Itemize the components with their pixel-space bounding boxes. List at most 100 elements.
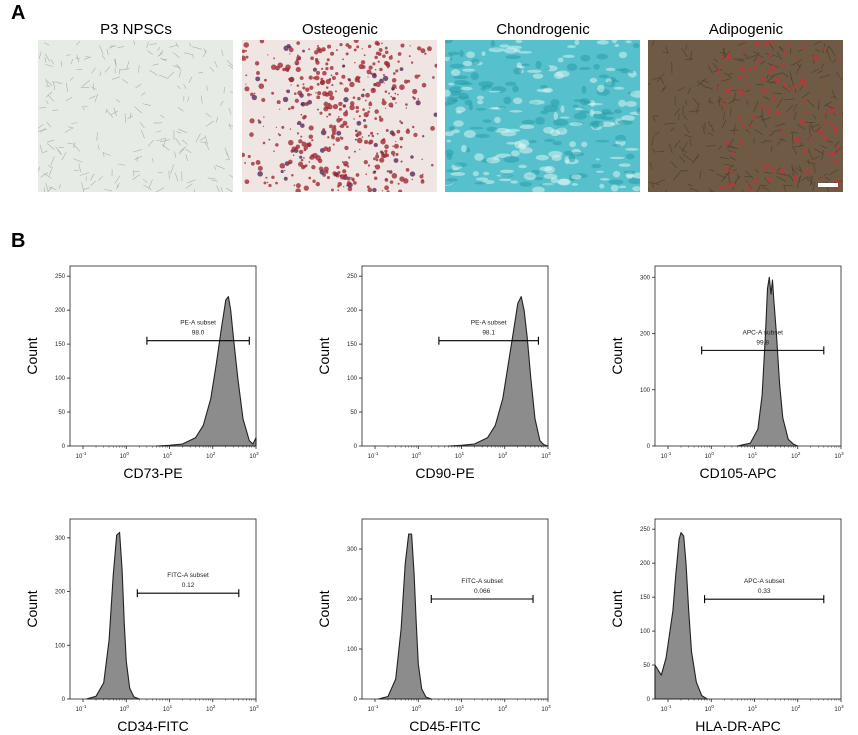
- x-tick-label: 101: [455, 451, 465, 460]
- x-tick-label: 102: [498, 704, 508, 713]
- y-tick-label: 100: [640, 388, 651, 394]
- y-axis-label: Count: [316, 337, 332, 374]
- micrograph-title: P3 NPSCs: [36, 21, 236, 38]
- y-tick-label: 300: [55, 536, 66, 542]
- y-tick-label: 50: [350, 410, 357, 416]
- histogram-area: [737, 277, 798, 446]
- y-tick-label: 250: [347, 274, 358, 280]
- gate-value: 99.8: [756, 339, 769, 346]
- histogram-area: [378, 534, 431, 699]
- y-tick-label: 0: [647, 697, 651, 703]
- y-tick-label: 300: [640, 275, 651, 281]
- gate-label: FITC-A subset: [461, 578, 503, 585]
- y-axis-label: Count: [24, 337, 40, 374]
- y-tick-label: 150: [347, 342, 358, 348]
- x-tick-label: 103: [834, 451, 844, 460]
- y-tick-label: 300: [347, 547, 358, 553]
- x-tick-label: 10-1: [368, 451, 379, 460]
- gate-value: 98.0: [192, 330, 205, 337]
- y-tick-label: 0: [354, 444, 358, 450]
- x-tick-label: 100: [705, 704, 715, 713]
- x-tick-label: 100: [412, 704, 422, 713]
- y-tick-label: 0: [647, 444, 651, 450]
- x-tick-label: 100: [705, 451, 715, 460]
- x-tick-label: 103: [249, 451, 259, 460]
- x-axis-label: CD105-APC: [699, 465, 776, 481]
- y-tick-label: 50: [58, 410, 65, 416]
- histogram-area: [655, 533, 707, 699]
- x-axis-label: CD45-FITC: [409, 718, 481, 734]
- x-tick-label: 101: [163, 704, 173, 713]
- x-tick-label: 100: [120, 451, 130, 460]
- x-tick-label: 102: [206, 451, 216, 460]
- y-tick-label: 0: [354, 697, 358, 703]
- y-tick-label: 100: [347, 376, 358, 382]
- y-tick-label: 200: [347, 308, 358, 314]
- gate-label: FITC-A subset: [167, 572, 209, 579]
- micrograph-title: Osteogenic: [240, 21, 440, 38]
- x-tick-label: 10-1: [661, 451, 672, 460]
- y-tick-label: 100: [55, 643, 66, 649]
- x-tick-label: 101: [455, 704, 465, 713]
- y-axis-label: Count: [24, 590, 40, 627]
- panel-b-label: B: [11, 230, 25, 253]
- x-axis-label: CD90-PE: [415, 465, 474, 481]
- y-axis-label: Count: [609, 337, 625, 374]
- histogram-area: [86, 532, 139, 699]
- x-tick-label: 10-1: [76, 451, 87, 460]
- histogram-panel: 0 50 100 150 200 250 10-1 100 101 102 103 PE-A subs…: [312, 262, 552, 482]
- x-tick-label: 101: [163, 451, 173, 460]
- y-tick-label: 100: [640, 629, 651, 635]
- x-tick-label: 100: [412, 451, 422, 460]
- y-tick-label: 150: [55, 342, 66, 348]
- y-axis-label: Count: [316, 590, 332, 627]
- x-axis-label: HLA-DR-APC: [695, 718, 781, 734]
- x-tick-label: 103: [249, 704, 259, 713]
- x-tick-label: 102: [791, 451, 801, 460]
- y-tick-label: 150: [640, 595, 651, 601]
- gate-label: PE-A subset: [471, 320, 507, 327]
- panel-a-label: A: [11, 2, 25, 25]
- y-tick-label: 200: [347, 597, 358, 603]
- x-axis-label: CD34-FITC: [117, 718, 189, 734]
- y-axis-label: Count: [609, 590, 625, 627]
- plot-frame: [70, 519, 256, 699]
- y-tick-label: 50: [643, 663, 650, 669]
- y-tick-label: 250: [55, 274, 66, 280]
- micrograph-title: Chondrogenic: [443, 21, 643, 38]
- micrograph-image: [648, 40, 843, 192]
- y-tick-label: 250: [640, 527, 651, 533]
- x-tick-label: 103: [541, 451, 551, 460]
- micrograph-image: [445, 40, 640, 192]
- x-tick-label: 101: [748, 704, 758, 713]
- gate-value: 0.066: [474, 588, 491, 595]
- y-tick-label: 200: [55, 590, 66, 596]
- plot-frame: [655, 266, 841, 446]
- x-tick-label: 102: [791, 704, 801, 713]
- y-tick-label: 200: [55, 308, 66, 314]
- y-tick-label: 0: [62, 697, 66, 703]
- micrograph-image: [242, 40, 437, 192]
- gate-label: PE-A subset: [180, 320, 216, 327]
- y-tick-label: 200: [640, 332, 651, 338]
- x-tick-label: 10-1: [368, 704, 379, 713]
- x-tick-label: 102: [498, 451, 508, 460]
- x-tick-label: 103: [834, 704, 844, 713]
- y-tick-label: 100: [55, 376, 66, 382]
- histogram-svg: 0 50 100 150 200 250 10-1 100 101 102 103 PE-A subs…: [312, 262, 552, 482]
- x-tick-label: 10-1: [661, 704, 672, 713]
- x-tick-label: 102: [206, 704, 216, 713]
- x-tick-label: 100: [120, 704, 130, 713]
- x-tick-label: 103: [541, 704, 551, 713]
- x-tick-label: 10-1: [76, 704, 87, 713]
